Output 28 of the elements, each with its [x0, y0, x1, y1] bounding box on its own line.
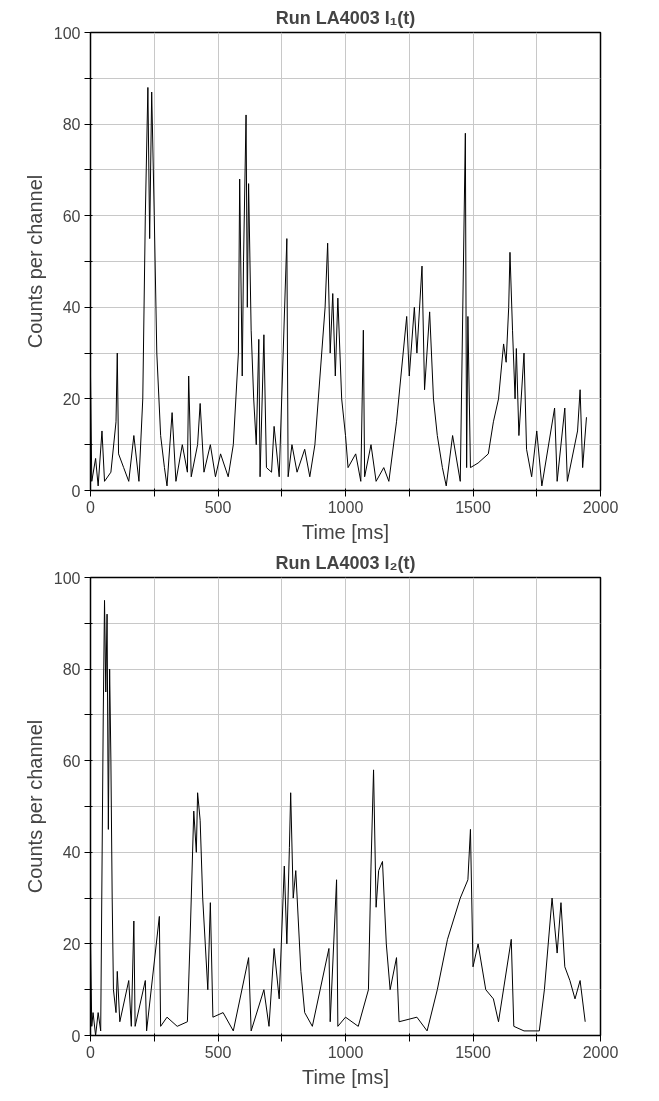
x-tick-label: 0: [86, 498, 96, 516]
y-tick-label: 40: [62, 844, 81, 862]
y-tick-label: 0: [71, 482, 81, 500]
y-axis-title: Counts per channel: [23, 719, 46, 894]
x-tick-label: 500: [204, 498, 232, 516]
x-axis-title: Time [ms]: [301, 520, 390, 543]
y-tick-label: 80: [62, 116, 81, 134]
y-tick-label: 60: [62, 752, 81, 770]
y-tick-label: 20: [62, 390, 81, 408]
y-tick-label: 40: [62, 299, 81, 317]
x-axis-title: Time [ms]: [301, 1065, 390, 1088]
x-tick-label: 1000: [327, 1043, 364, 1061]
y-tick-label: 20: [62, 935, 81, 953]
chart-title: Run LA4003 I₂(t): [275, 552, 416, 573]
y-tick-label: 100: [53, 569, 81, 587]
y-tick-label: 100: [53, 24, 81, 42]
y-axis-title: Counts per channel: [23, 174, 46, 349]
y-tick-label: 0: [71, 1027, 81, 1045]
x-tick-label: 1000: [327, 498, 364, 516]
y-tick-label: 80: [62, 661, 81, 679]
x-tick-label: 2000: [582, 498, 619, 516]
x-tick-label: 500: [204, 1043, 232, 1061]
chart-title: Run LA4003 I₁(t): [275, 7, 416, 28]
x-tick-label: 1500: [455, 1043, 491, 1061]
x-tick-label: 1500: [455, 498, 491, 516]
y-tick-label: 60: [62, 207, 81, 225]
x-tick-label: 0: [86, 1043, 96, 1061]
x-tick-label: 2000: [582, 1043, 619, 1061]
